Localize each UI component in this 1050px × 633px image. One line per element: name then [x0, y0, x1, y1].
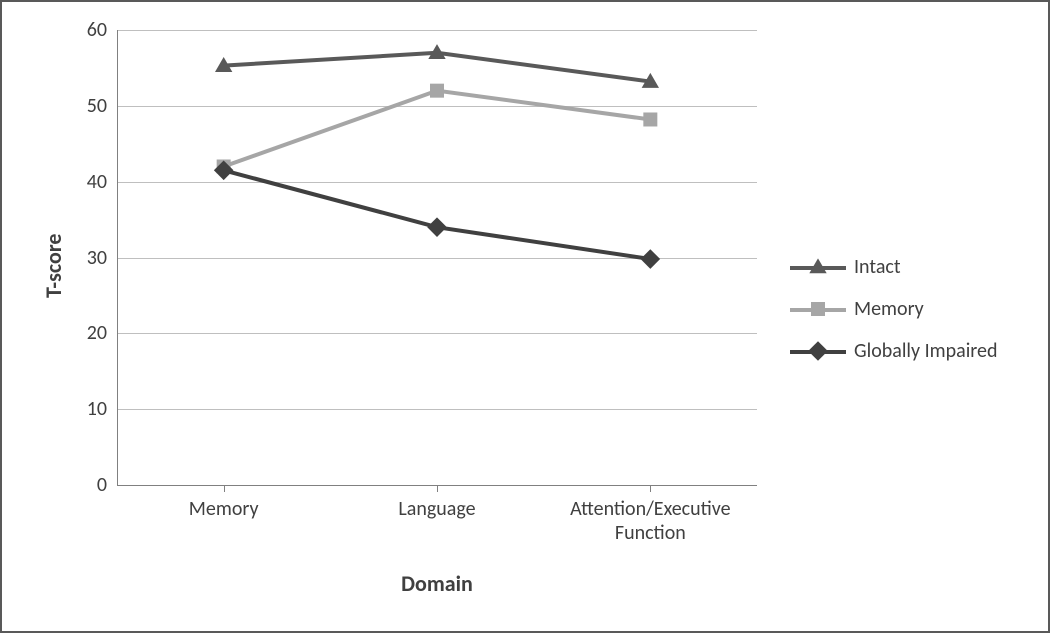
series-marker — [643, 112, 657, 126]
legend-label: Intact — [854, 255, 901, 279]
series-layer — [117, 30, 757, 485]
y-tick-label: 40 — [59, 170, 107, 194]
y-tick-label: 0 — [59, 473, 107, 497]
x-category-label: Language — [337, 497, 537, 521]
series-marker — [430, 84, 444, 98]
x-tick — [224, 485, 225, 492]
x-tick — [437, 485, 438, 492]
y-tick-label: 10 — [59, 397, 107, 421]
legend-entry: Globally Impaired — [790, 339, 997, 363]
y-tick-label: 50 — [59, 94, 107, 118]
x-tick — [650, 485, 651, 492]
series-marker — [427, 217, 447, 237]
legend: Intact Memory Globally Impaired — [790, 255, 997, 381]
x-axis-title: Domain — [117, 570, 757, 597]
x-category-label: Memory — [124, 497, 324, 521]
y-tick-label: 20 — [59, 321, 107, 345]
legend-label: Memory — [854, 297, 924, 321]
series-line-memory — [224, 91, 651, 167]
y-tick-label: 30 — [59, 246, 107, 270]
legend-label: Globally Impaired — [854, 339, 997, 363]
chart-frame: T-score Domain IntactMemoryGlobally Impa… — [0, 0, 1050, 633]
legend-entry: Memory — [790, 297, 997, 321]
legend-swatch — [790, 341, 846, 361]
x-category-label: Attention/Executive Function — [550, 497, 750, 545]
plot-area — [117, 30, 757, 485]
series-marker — [641, 249, 661, 269]
legend-entry: Intact — [790, 255, 997, 279]
y-tick-label: 60 — [59, 18, 107, 42]
series-line-globally-impaired — [224, 170, 651, 259]
legend-swatch — [790, 299, 846, 319]
legend-swatch — [790, 257, 846, 277]
